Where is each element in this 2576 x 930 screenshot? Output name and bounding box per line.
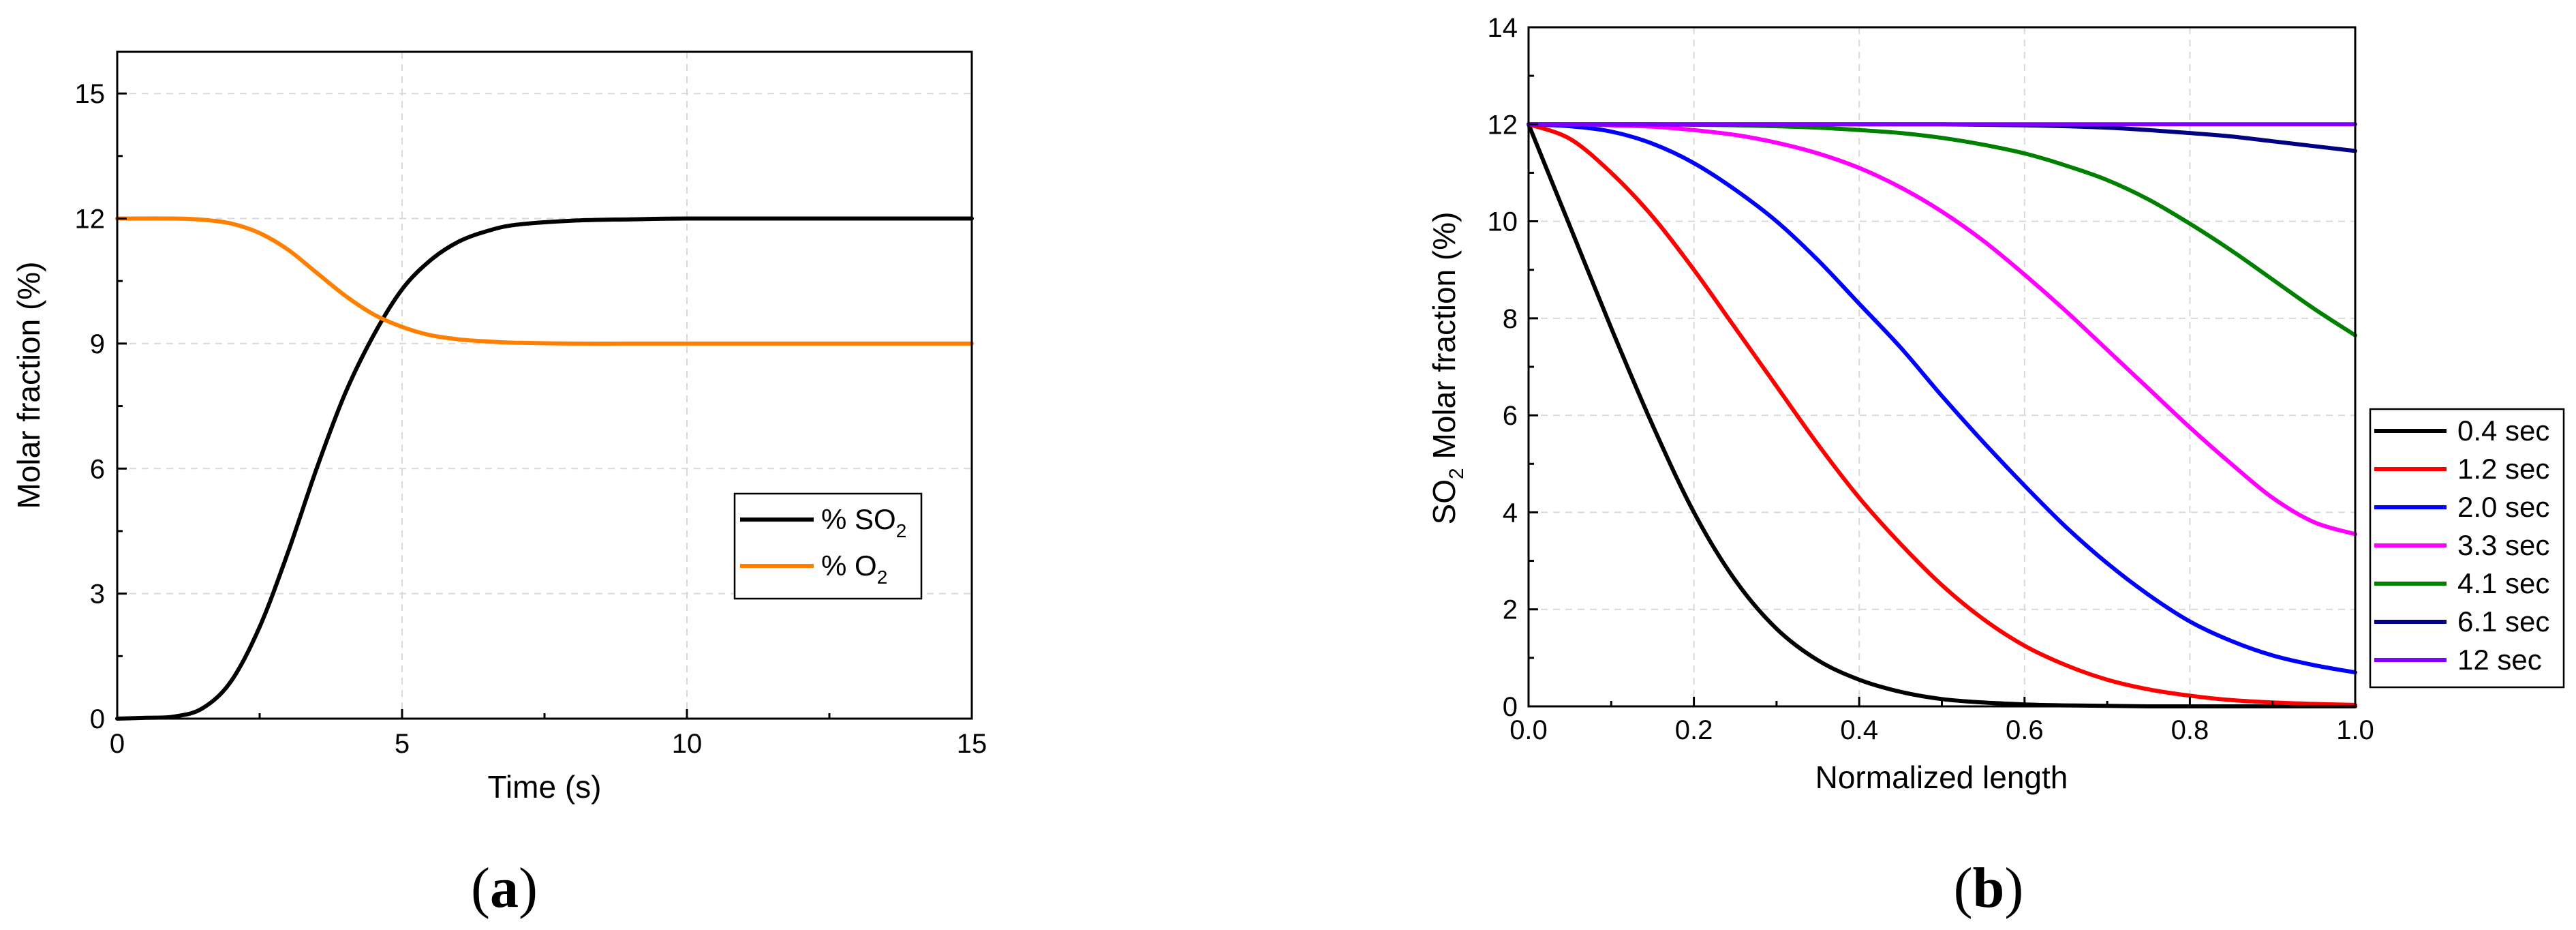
chart-a-y-tick-label: 3	[90, 580, 105, 610]
chart-b-y-tick-label: 2	[1503, 595, 1518, 625]
chart-b-series-line-4-1-sec	[1527, 122, 2357, 338]
chart-a-ticks	[116, 92, 973, 720]
chart-a-series-line-so2	[115, 216, 974, 721]
chart-b-legend-label-12-sec: 12 sec	[2457, 644, 2542, 676]
chart-a-y-axis-title: Molar fraction (%)	[11, 262, 46, 509]
chart-b: 0.0 0.2 0.4 0.6 0.8 1.0 0 2 4 6 8 10 12 14 Normalized…	[1426, 13, 2565, 920]
chart-a-x-tick-label: 0	[110, 729, 125, 759]
chart-b-series-line-2-0-sec	[1527, 122, 2357, 675]
chart-b-ticks	[1527, 26, 2357, 708]
chart-a-y-tick-label: 12	[75, 205, 106, 235]
chart-a-y-tick-label: 15	[75, 79, 106, 109]
chart-a-tick-labels: 0 5 10 15 0 3 6 9 12 15	[75, 79, 987, 759]
chart-b-x-tick-label: 0.2	[1675, 715, 1713, 745]
chart-a-x-tick-label: 10	[672, 729, 703, 759]
chart-b-y-tick-label: 8	[1503, 304, 1518, 334]
chart-a-y-tick-label: 0	[90, 704, 105, 734]
chart-b-y-tick-label: 10	[1488, 207, 1518, 237]
chart-a-panel-label: (a)	[471, 856, 538, 920]
chart-a-x-axis-title: Time (s)	[488, 769, 602, 805]
chart-b-x-tick-label: 0.4	[1840, 715, 1878, 745]
chart-a-y-tick-label: 6	[90, 454, 105, 484]
chart-a-legend-label-o2: % O2	[821, 550, 887, 588]
chart-b-legend-label-1-2-sec: 1.2 sec	[2457, 453, 2549, 485]
chart-b-legend-label-4-1-sec: 4.1 sec	[2457, 567, 2549, 599]
chart-a-grid	[117, 52, 972, 719]
chart-a-series-group	[115, 216, 974, 721]
chart-b-y-axis-title: SO2 Molar fraction (%)	[1426, 212, 1468, 525]
chart-b-legend-box	[2369, 408, 2565, 689]
chart-b-legend-label-3-3-sec: 3.3 sec	[2457, 529, 2549, 561]
chart-b-plot-frame	[1527, 26, 2357, 708]
chart-b-series-line-1-2-sec	[1527, 122, 2357, 707]
chart-b-legend: 0.4 sec 1.2 sec 2.0 sec 3.3 sec 4.1 sec 6.1 s…	[2369, 408, 2565, 689]
chart-b-legend-label-0-4-sec: 0.4 sec	[2457, 415, 2549, 447]
chart-b-legend-label-6-1-sec: 6.1 sec	[2457, 605, 2549, 638]
chart-a-legend-box	[733, 492, 923, 600]
chart-b-y-tick-label: 4	[1503, 498, 1518, 528]
chart-b-tick-labels: 0.0 0.2 0.4 0.6 0.8 1.0 0 2 4 6 8 10 12 14	[1488, 13, 2374, 745]
chart-a-y-tick-label: 9	[90, 329, 105, 359]
chart-b-panel-label: (b)	[1954, 856, 2024, 920]
chart-a-legend: % SO2 % O2	[733, 492, 923, 600]
chart-b-x-tick-label: 0.8	[2171, 715, 2209, 745]
chart-b-y-tick-label: 0	[1503, 692, 1518, 722]
chart-a-x-tick-label: 5	[395, 729, 410, 759]
chart-b-x-tick-label: 0.0	[1509, 715, 1548, 745]
chart-a-series-line-o2	[115, 216, 974, 346]
chart-a-plot-frame	[116, 50, 973, 720]
chart-a-legend-label-so2: % SO2	[821, 503, 906, 541]
chart-b-x-tick-label: 1.0	[2336, 715, 2374, 745]
chart-b-x-axis-title: Normalized length	[1815, 760, 2068, 795]
chart-b-y-tick-label: 12	[1488, 110, 1518, 140]
chart-b-legend-label-2-0-sec: 2.0 sec	[2457, 491, 2549, 523]
chart-b-series-line-3-3-sec	[1527, 122, 2357, 537]
chart-a-x-tick-label: 15	[957, 729, 987, 759]
chart-b-y-tick-label: 6	[1503, 401, 1518, 431]
chart-b-y-tick-label: 14	[1488, 13, 1518, 43]
chart-b-grid	[1529, 27, 2355, 706]
chart-b-x-tick-label: 0.6	[2006, 715, 2044, 745]
chart-a: 0 5 10 15 0 3 6 9 12 15 Time (s) Molar fraction (…	[11, 50, 987, 920]
